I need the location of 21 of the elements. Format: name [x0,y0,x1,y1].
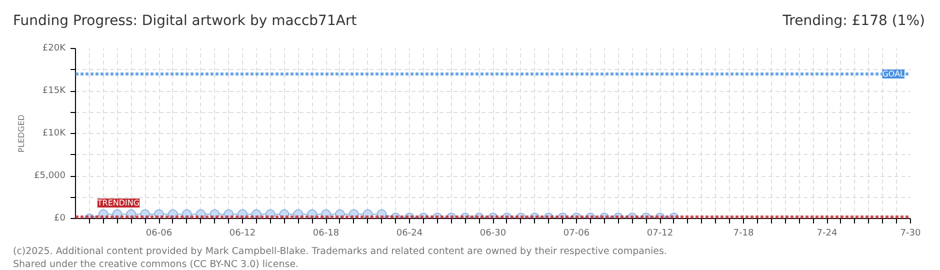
x-tick-label: 06-30 [480,228,506,238]
y-tick-label: £10K [42,128,67,138]
y-tick-label: £20K [42,44,67,54]
text: (c)2025. Additional content provided by Mark Campbell-Blake. Trademarks and related content are owned by their respective companies. [13,246,667,257]
x-tick-label: 06-24 [396,228,423,238]
x-tick-label: 07-12 [646,228,674,238]
y-tick-label: £0 [54,214,66,224]
x-tick-label: 7-24 [816,228,838,238]
x-tick-label: 07-06 [563,228,590,238]
x-tick-label: 06-12 [229,228,256,238]
y-tick-label: £15K [42,86,67,96]
ref-line-label: GOAL [882,70,906,78]
x-tick-label: 06-18 [312,228,340,238]
y-tick-label: £5,000 [34,171,66,181]
text: Trending: £178 (1%) [782,12,925,31]
x-tick-label: 06-06 [146,228,172,238]
y-axis-title: PLEDGED [17,114,26,152]
chart-title: Funding Progress: Digital artwork by maccb71Art [13,12,357,31]
x-tick-label: 7-30 [900,228,921,238]
text: Shared under the creative commons (CC BY-NC 3.0) license. [13,259,299,270]
x-tick-label: 7-18 [733,228,754,238]
